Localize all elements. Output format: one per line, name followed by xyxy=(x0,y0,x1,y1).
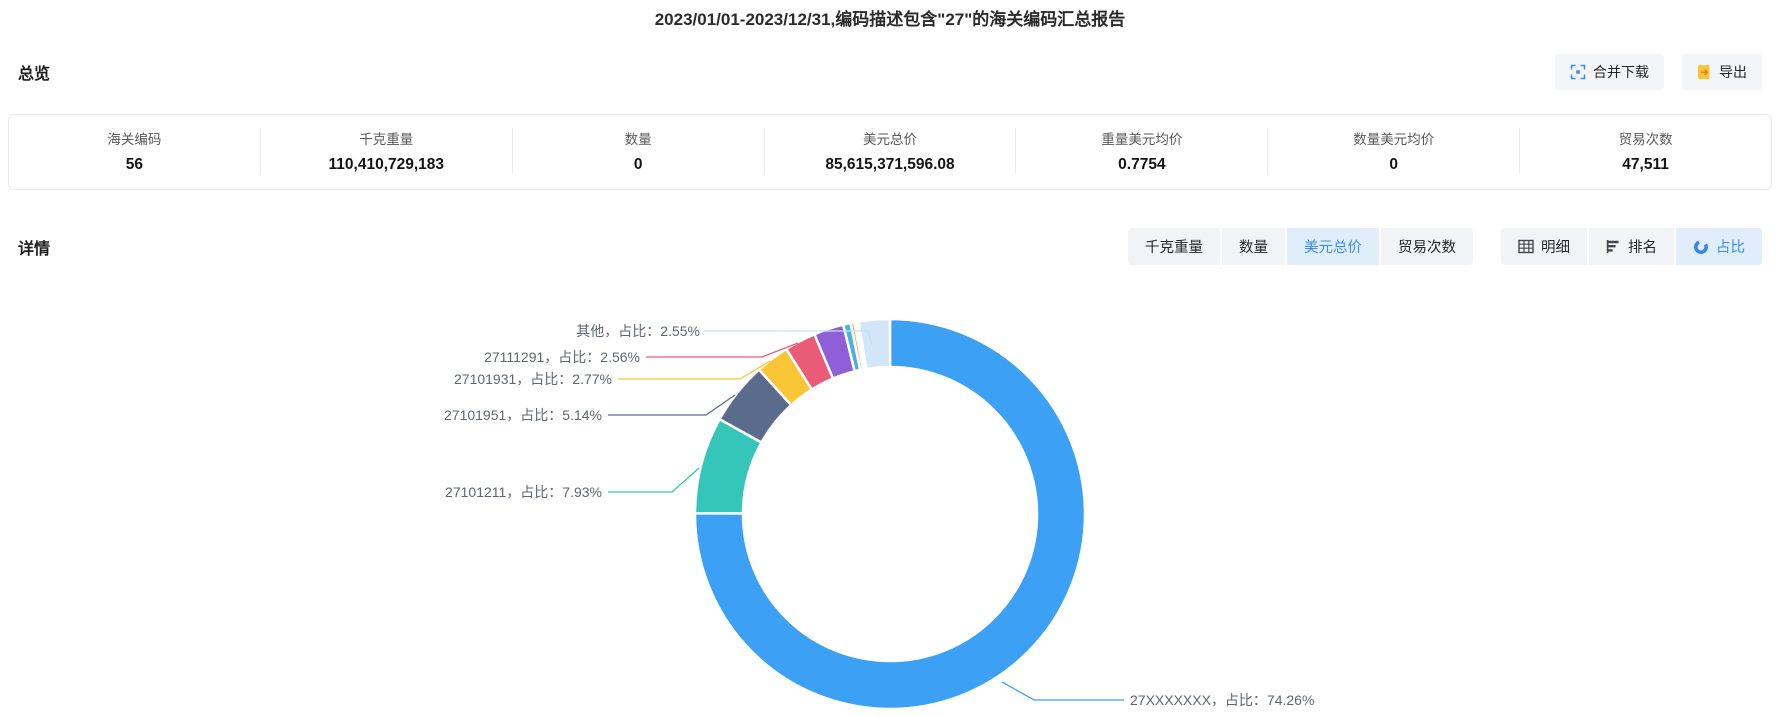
pie-leader-line xyxy=(704,330,873,346)
stat-value: 0.7754 xyxy=(1118,156,1166,173)
stat-quantity: 数量 0 xyxy=(511,128,764,174)
tab-label: 美元总价 xyxy=(1304,240,1362,256)
stat-kg-weight: 千克重量 110,410,729,183 xyxy=(259,128,512,174)
pie-label-27XXXXXXX: 27XXXXXXX，占比：74.26% xyxy=(1130,692,1315,708)
details-header-row: 详情 千克重量 数量 美元总价 贸易次数 明细 排名 占比 xyxy=(0,228,1780,265)
stat-value: 110,410,729,183 xyxy=(328,156,445,173)
stat-value: 0 xyxy=(633,156,643,173)
stat-label: 美元总价 xyxy=(863,132,917,147)
export-button[interactable]: 导出 xyxy=(1682,54,1762,90)
overview-header-row: 总览 合并下载 导出 xyxy=(0,54,1780,90)
tab-quantity[interactable]: 数量 xyxy=(1222,228,1285,265)
stat-trade-count: 贸易次数 47,511 xyxy=(1519,128,1771,174)
action-buttons: 合并下载 导出 xyxy=(1555,54,1762,90)
tab-usd-total[interactable]: 美元总价 xyxy=(1287,228,1379,265)
stat-usd-per-quantity: 数量美元均价 0 xyxy=(1267,128,1519,174)
stat-value: 0 xyxy=(1389,156,1399,173)
merge-download-label: 合并下载 xyxy=(1593,64,1649,80)
stat-usd-total: 美元总价 85,615,371,596.08 xyxy=(763,128,1016,174)
stat-value: 85,615,371,596.08 xyxy=(825,156,955,173)
pie-label-其他: 其他，占比：2.55% xyxy=(576,323,700,339)
merge-download-button[interactable]: 合并下载 xyxy=(1555,54,1664,90)
stat-value: 47,511 xyxy=(1622,156,1669,173)
pie-label-27101931: 27101931，占比：2.77% xyxy=(454,371,612,387)
view-tab-group: 明细 排名 占比 xyxy=(1501,228,1762,265)
pie-label-27101211: 27101211，占比：7.93% xyxy=(445,484,602,500)
stat-usd-per-weight: 重量美元均价 0.7754 xyxy=(1015,128,1267,174)
pie-leader-line xyxy=(646,342,799,358)
tab-trade-count[interactable]: 贸易次数 xyxy=(1381,228,1473,265)
tab-label: 明细 xyxy=(1541,240,1570,256)
pie-leader-line xyxy=(618,360,771,380)
ranking-icon xyxy=(1606,239,1621,254)
export-file-icon xyxy=(1697,64,1712,80)
tab-detail-view[interactable]: 明细 xyxy=(1501,228,1587,265)
pie-leader-line xyxy=(1001,681,1124,701)
donut-chart-area: 27XXXXXXX，占比：74.26% 27101211，占比：7.93% 2710… xyxy=(0,265,1780,717)
stat-label: 重量美元均价 xyxy=(1101,132,1183,147)
tab-label: 数量 xyxy=(1239,240,1268,256)
merge-cells-icon xyxy=(1570,64,1586,80)
pie-chart-svg xyxy=(608,317,1124,711)
stat-label: 数量 xyxy=(624,132,652,147)
tab-label: 占比 xyxy=(1716,240,1745,256)
pie-label-27101951: 27101951，占比：5.14% xyxy=(444,407,602,423)
tab-share-view[interactable]: 占比 xyxy=(1676,228,1762,265)
tab-label: 千克重量 xyxy=(1145,240,1203,256)
pie-slice-27XXXXXXX[interactable] xyxy=(693,317,1087,711)
metric-tab-group: 千克重量 数量 美元总价 贸易次数 xyxy=(1128,228,1473,265)
details-tab-groups: 千克重量 数量 美元总价 贸易次数 明细 排名 占比 xyxy=(1128,228,1762,265)
tab-label: 贸易次数 xyxy=(1398,240,1456,256)
export-label: 导出 xyxy=(1719,64,1747,80)
tab-kg-weight[interactable]: 千克重量 xyxy=(1128,228,1220,265)
details-heading: 详情 xyxy=(18,240,51,258)
pie-leader-line xyxy=(608,467,700,493)
stat-customs-code: 海关编码 56 xyxy=(9,128,260,174)
pie-leader-line xyxy=(608,394,736,416)
stat-value: 56 xyxy=(125,156,144,173)
stat-label: 贸易次数 xyxy=(1618,132,1673,147)
overview-heading: 总览 xyxy=(18,66,51,83)
stat-label: 数量美元均价 xyxy=(1353,132,1435,147)
pie-icon xyxy=(1693,239,1709,255)
table-icon xyxy=(1518,239,1534,254)
stat-label: 海关编码 xyxy=(107,132,162,147)
tab-ranking-view[interactable]: 排名 xyxy=(1589,228,1674,265)
pie-label-27111291: 27111291，占比：2.56% xyxy=(484,349,640,365)
tab-label: 排名 xyxy=(1628,240,1657,256)
page-title: 2023/01/01-2023/12/31,编码描述包含"27"的海关编码汇总报… xyxy=(654,10,1126,29)
stat-label: 千克重量 xyxy=(359,132,414,147)
overview-stats-card: 海关编码 56 千克重量 110,410,729,183 数量 0 美元总价 8… xyxy=(8,114,1772,190)
